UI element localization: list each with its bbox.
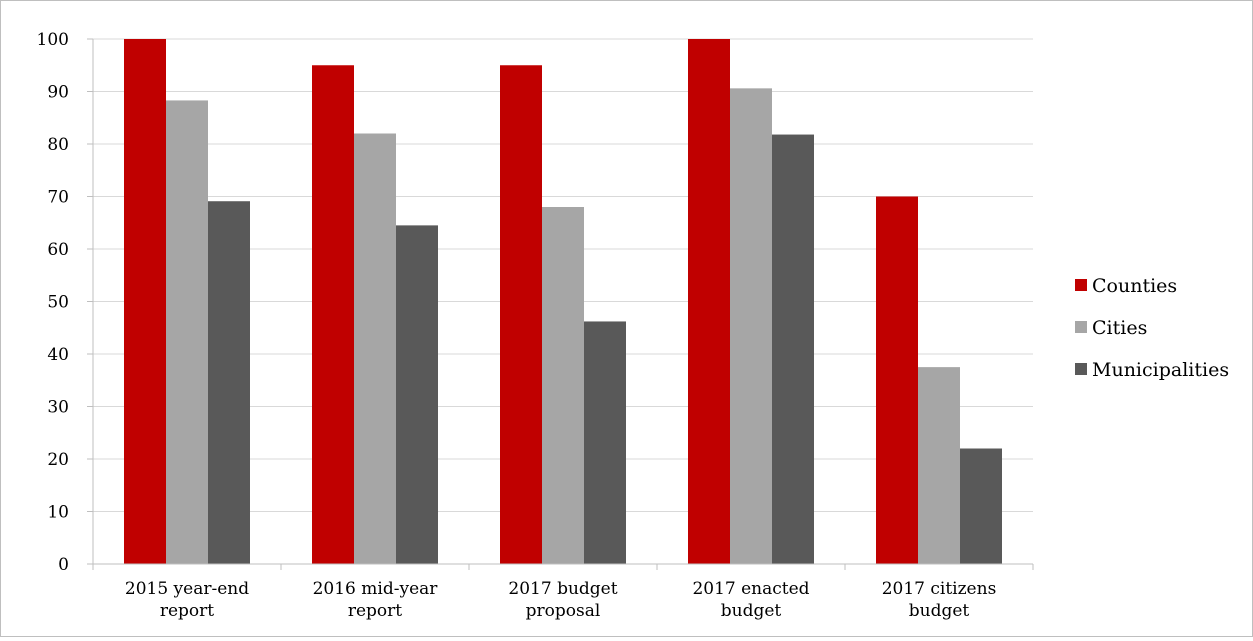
y-tick-label: 90 bbox=[47, 83, 69, 103]
y-tick-label: 20 bbox=[47, 450, 69, 470]
bar-cities-3 bbox=[542, 207, 584, 564]
legend: Counties Cities Municipalities bbox=[1075, 275, 1229, 381]
bar-counties-5 bbox=[876, 196, 918, 564]
bar-cities-1 bbox=[166, 100, 208, 565]
x-tick-label: 2016 mid-year report bbox=[313, 579, 439, 621]
y-tick-label: 100 bbox=[37, 30, 69, 50]
x-tick-label: 2017 budget proposal bbox=[508, 579, 617, 621]
x-tick-label: 2017 citizens budget bbox=[882, 579, 997, 621]
bar-municipalities-2 bbox=[396, 225, 438, 564]
bar-cities-4 bbox=[730, 88, 772, 564]
bar-municipalities-1 bbox=[208, 201, 250, 564]
legend-label-cities: Cities bbox=[1092, 317, 1147, 339]
bar-cities-2 bbox=[354, 133, 396, 564]
bar-counties-3 bbox=[500, 65, 542, 564]
bar-municipalities-4 bbox=[772, 134, 814, 565]
x-tick-label: 2015 year-end report bbox=[125, 579, 249, 621]
legend-swatch-municipalities bbox=[1075, 363, 1087, 375]
x-tick-label: 2017 enacted budget bbox=[692, 579, 809, 621]
bar-counties-1 bbox=[124, 39, 166, 564]
bar-cities-5 bbox=[918, 367, 960, 564]
y-tick-label: 40 bbox=[47, 345, 69, 365]
y-tick-label: 80 bbox=[47, 135, 69, 155]
bar-municipalities-3 bbox=[584, 321, 626, 564]
y-tick-label: 30 bbox=[47, 398, 69, 418]
y-tick-label: 50 bbox=[47, 293, 69, 313]
bar-counties-2 bbox=[312, 65, 354, 564]
y-axis-ticks: 0 10 20 30 40 50 60 70 80 90 100 bbox=[37, 30, 93, 575]
bar-counties-4 bbox=[688, 39, 730, 564]
bars bbox=[124, 39, 1002, 565]
legend-label-municipalities: Municipalities bbox=[1092, 359, 1229, 381]
y-tick-label: 70 bbox=[47, 188, 69, 208]
y-tick-label: 0 bbox=[58, 555, 69, 575]
legend-swatch-counties bbox=[1075, 279, 1087, 291]
x-axis-ticks: 2015 year-end report 2016 mid-year report 20… bbox=[92, 564, 1034, 621]
y-tick-label: 10 bbox=[47, 503, 69, 523]
legend-swatch-cities bbox=[1075, 321, 1087, 333]
bar-municipalities-5 bbox=[960, 448, 1002, 564]
y-tick-label: 60 bbox=[47, 240, 69, 260]
legend-label-counties: Counties bbox=[1092, 275, 1177, 297]
